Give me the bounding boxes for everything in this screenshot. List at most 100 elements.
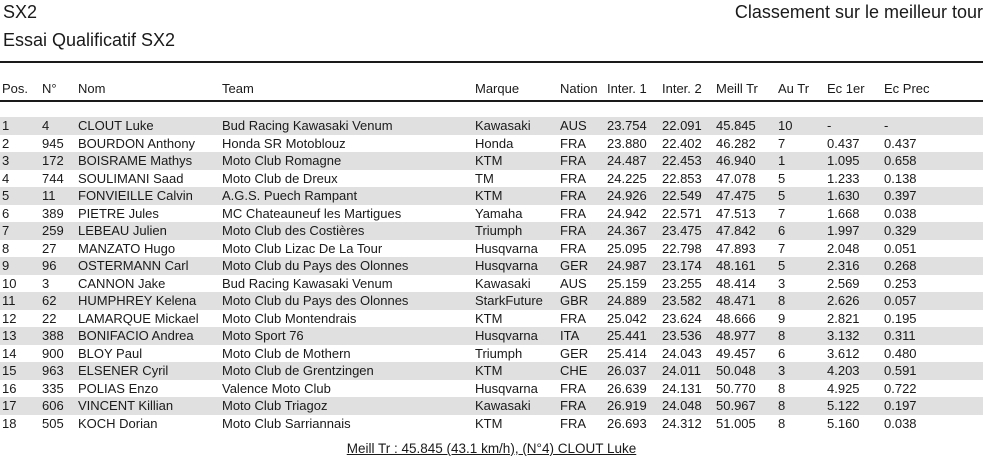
best-lap-summary: Meill Tr : 45.845 (43.1 km/h), (N°4) CLO… [346, 441, 637, 456]
cell-gap_first: 1.630 [827, 188, 860, 204]
table-row: 18 505 KOCH Dorian Moto Club Sarriannais KTM… [0, 415, 983, 433]
cell-gap_prev: 0.195 [884, 310, 917, 326]
cell-inter2: 23.536 [662, 328, 702, 344]
cell-team: Moto Club de Dreux [222, 170, 338, 186]
cell-nation: FRA [560, 153, 586, 169]
cell-num: 606 [42, 398, 64, 414]
cell-gap_first: 2.048 [827, 240, 860, 256]
cell-nation: FRA [560, 170, 586, 186]
cell-brand: Kawasaki [475, 398, 531, 414]
cell-lap_no: 8 [778, 398, 786, 414]
cell-pos: 1 [2, 118, 10, 134]
cell-num: 3 [42, 275, 50, 291]
cell-name: BOURDON Anthony [78, 135, 196, 151]
table-row: 3 172 BOISRAME Mathys Moto Club Romagne KTM F… [0, 152, 983, 170]
cell-inter2: 22.091 [662, 118, 702, 134]
cell-gap_prev: 0.197 [884, 398, 917, 414]
cell-inter1: 24.926 [607, 188, 647, 204]
table-row: 12 22 LAMARQUE Mickael Moto Club Montendrai… [0, 310, 983, 328]
cell-num: 945 [42, 135, 64, 151]
table-row: 2 945 BOURDON Anthony Honda SR Motoblouz Hon… [0, 135, 983, 153]
cell-inter1: 25.441 [607, 328, 647, 344]
cell-num: 27 [42, 240, 57, 256]
cell-gap_prev: 0.437 [884, 135, 917, 151]
cell-num: 505 [42, 415, 64, 431]
cell-team: Moto Club de Grentzingen [222, 363, 374, 379]
cell-best_lap: 50.967 [716, 398, 756, 414]
column-header-gap_first: Ec 1er [825, 78, 882, 102]
cell-team: Moto Club Lizac De La Tour [222, 240, 383, 256]
cell-pos: 10 [2, 275, 17, 291]
cell-gap_prev: 0.591 [884, 363, 917, 379]
cell-brand: Husqvarna [475, 328, 538, 344]
cell-team: Moto Club Romagne [222, 153, 342, 169]
table-row: 17 606 VINCENT Killian Moto Club Triagoz Kaw… [0, 397, 983, 415]
column-header-num: N° [40, 78, 76, 102]
cell-pos: 13 [2, 328, 17, 344]
cell-inter1: 24.889 [607, 293, 647, 309]
session-title: Essai Qualificatif SX2 [3, 30, 176, 50]
cell-lap_no: 5 [778, 188, 786, 204]
cell-lap_no: 8 [778, 293, 786, 309]
cell-brand: Husqvarna [475, 258, 538, 274]
cell-pos: 9 [2, 258, 10, 274]
cell-inter2: 22.798 [662, 240, 702, 256]
cell-nation: FRA [560, 188, 586, 204]
cell-inter1: 26.693 [607, 415, 647, 431]
cell-best_lap: 48.414 [716, 275, 756, 291]
cell-gap_prev: 0.329 [884, 223, 917, 239]
cell-gap_first: 1.095 [827, 153, 860, 169]
cell-name: FONVIEILLE Calvin [78, 188, 193, 204]
cell-num: 388 [42, 328, 64, 344]
cell-pos: 14 [2, 345, 17, 361]
table-row: 14 900 BLOY Paul Moto Club de Mothern Triump… [0, 345, 983, 363]
cell-brand: Triumph [475, 345, 523, 361]
cell-gap_first: - [827, 118, 832, 134]
cell-name: LAMARQUE Mickael [78, 310, 199, 326]
cell-gap_prev: 0.051 [884, 240, 917, 256]
cell-best_lap: 48.471 [716, 293, 756, 309]
category-title: SX2 [3, 2, 38, 22]
cell-gap_prev: 0.311 [884, 328, 916, 344]
results-table-head-row: Pos. N° Nom Team Marque Nation Inter. 1 Inter. … [0, 78, 983, 102]
cell-team: Moto Sport 76 [222, 328, 304, 344]
cell-pos: 18 [2, 415, 17, 431]
cell-gap_prev: 0.397 [884, 188, 917, 204]
column-header-best_lap: Meill Tr [714, 78, 776, 102]
cell-gap_prev: - [884, 118, 889, 134]
cell-gap_prev: 0.268 [884, 258, 917, 274]
cell-nation: CHE [560, 363, 588, 379]
cell-pos: 12 [2, 310, 17, 326]
cell-brand: Honda [475, 135, 514, 151]
cell-name: VINCENT Killian [78, 398, 174, 414]
cell-name: BLOY Paul [78, 345, 143, 361]
cell-inter1: 25.095 [607, 240, 647, 256]
cell-lap_no: 9 [778, 310, 786, 326]
table-row: 8 27 MANZATO Hugo Moto Club Lizac De La Tou… [0, 240, 983, 258]
cell-gap_prev: 0.138 [884, 170, 917, 186]
table-row: 5 11 FONVIEILLE Calvin A.G.S. Puech Rampant… [0, 187, 983, 205]
cell-name: BOISRAME Mathys [78, 153, 193, 169]
cell-team: Moto Club de Mothern [222, 345, 351, 361]
column-header-gap_prev: Ec Prec [882, 78, 983, 102]
cell-nation: FRA [560, 135, 586, 151]
cell-inter1: 26.037 [607, 363, 647, 379]
cell-team: Honda SR Motoblouz [222, 135, 346, 151]
table-row: 1 4 CLOUT Luke Bud Racing Kawasaki Venum Kaw… [0, 117, 983, 135]
cell-inter2: 23.582 [662, 293, 702, 309]
cell-inter2: 24.011 [662, 363, 701, 379]
cell-pos: 16 [2, 380, 17, 396]
column-header-pos: Pos. [0, 78, 40, 102]
cell-best_lap: 48.666 [716, 310, 756, 326]
cell-inter2: 24.043 [662, 345, 702, 361]
results-table-body: 1 4 CLOUT Luke Bud Racing Kawasaki Venum Kaw… [0, 101, 983, 432]
cell-lap_no: 7 [778, 135, 786, 151]
cell-best_lap: 48.161 [716, 258, 756, 274]
cell-team: Valence Moto Club [222, 380, 331, 396]
cell-team: Bud Racing Kawasaki Venum [222, 275, 393, 291]
cell-name: OSTERMANN Carl [78, 258, 189, 274]
cell-inter1: 23.880 [607, 135, 647, 151]
cell-num: 4 [42, 118, 50, 134]
cell-nation: FRA [560, 310, 586, 326]
cell-team: Moto Club Sarriannais [222, 415, 351, 431]
